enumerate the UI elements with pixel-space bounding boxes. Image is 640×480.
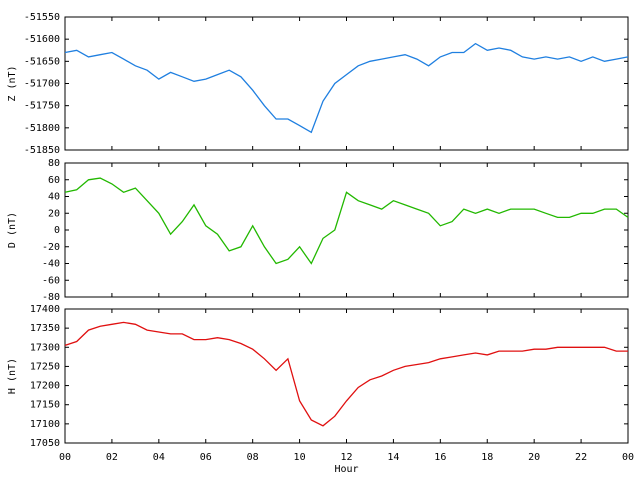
y-tick-label: 40 [48, 192, 60, 203]
y-tick-label: -20 [42, 242, 60, 253]
y-tick-label: -51800 [24, 123, 60, 134]
y-tick-label: 17200 [30, 381, 60, 392]
y-tick-label: -51750 [24, 101, 60, 112]
y-tick-label: -80 [42, 292, 60, 303]
data-line [64, 42, 629, 134]
x-tick-label: 22 [575, 452, 587, 463]
y-tick-label: 0 [54, 225, 60, 236]
y-tick-label: 17300 [30, 342, 60, 353]
data-line [64, 177, 629, 265]
y-tick-label: -51700 [24, 79, 60, 90]
plot-frame [64, 162, 629, 298]
x-tick-label: 14 [387, 452, 399, 463]
plot-frame [64, 308, 629, 444]
x-tick-label: 20 [528, 452, 540, 463]
y-tick-label: -60 [42, 275, 60, 286]
y-tick-label: -51850 [24, 145, 60, 156]
y-tick-label: 20 [48, 208, 60, 219]
y-tick-label: 17400 [30, 304, 60, 315]
y-tick-label: 17250 [30, 361, 60, 372]
x-tick-label: 10 [294, 452, 306, 463]
x-tick-label: 00 [59, 452, 71, 463]
y-axis-label: Z (nT) [7, 65, 18, 101]
y-tick-label: 17050 [30, 438, 60, 449]
plot-frame [64, 16, 629, 151]
y-axis-label: D (nT) [7, 212, 18, 248]
x-tick-label: 00 [622, 452, 634, 463]
y-tick-label: 17150 [30, 400, 60, 411]
x-tick-label: 04 [153, 452, 165, 463]
x-tick-label: 08 [247, 452, 259, 463]
y-tick-label: -51550 [24, 12, 60, 23]
y-tick-label: -40 [42, 259, 60, 270]
y-tick-label: 60 [48, 175, 60, 186]
x-tick-label: 06 [200, 452, 212, 463]
x-axis-label: Hour [334, 464, 358, 475]
y-tick-label: -51650 [24, 56, 60, 67]
y-axis-label: H (nT) [7, 358, 18, 394]
y-tick-label: 17100 [30, 419, 60, 430]
x-tick-label: 02 [106, 452, 118, 463]
y-tick-label: -51600 [24, 34, 60, 45]
x-tick-label: 12 [340, 452, 352, 463]
y-tick-label: 17350 [30, 323, 60, 334]
x-tick-label: 16 [434, 452, 446, 463]
data-line [64, 321, 628, 427]
x-tick-label: 18 [481, 452, 493, 463]
y-tick-label: 80 [48, 158, 60, 169]
